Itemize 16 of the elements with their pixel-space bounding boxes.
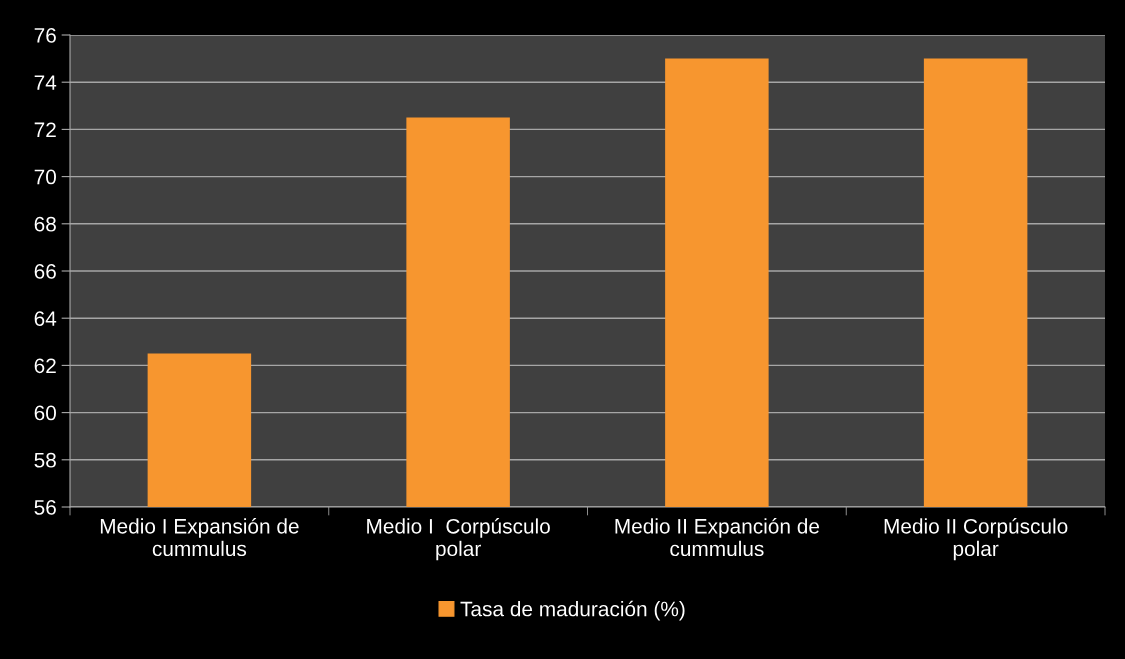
x-tick-label: Medio II Corpúsculo polar — [884, 518, 1068, 561]
y-tick-label: 58 — [34, 452, 56, 468]
x-tick-label: Medio I Expansión de cummulus — [100, 518, 299, 557]
y-tick-label: 64 — [34, 311, 57, 326]
x-tick-label: Medio I Corpúsculo polar — [367, 518, 550, 561]
y-tick-label: 62 — [34, 358, 56, 374]
y-tick-label: 72 — [34, 122, 56, 137]
y-tick-label: 74 — [34, 75, 57, 90]
y-tick-label: 76 — [34, 28, 56, 43]
y-tick-label: 60 — [34, 405, 56, 421]
y-tick-label: 66 — [34, 264, 56, 279]
y-tick-label: 56 — [34, 500, 56, 515]
y-tick-label: 68 — [34, 216, 56, 232]
x-tick-label: Medio II Expanción de cummulus — [615, 518, 820, 557]
legend-label: Tasa de maduración (%) — [460, 600, 685, 621]
y-tick-label: 70 — [34, 169, 56, 185]
